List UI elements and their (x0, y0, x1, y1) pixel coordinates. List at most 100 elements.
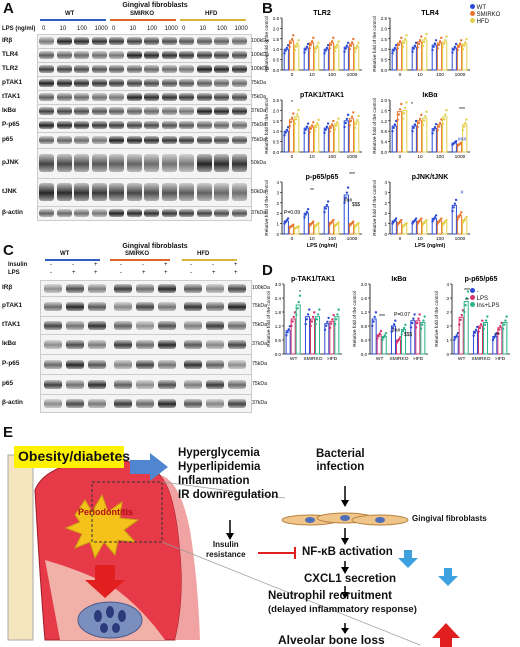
data-point (441, 122, 445, 126)
bar (294, 44, 300, 71)
blot-band (91, 121, 107, 129)
data-point (391, 130, 394, 133)
blot-band (136, 320, 154, 330)
data-point (377, 334, 380, 338)
blot-band (88, 301, 106, 311)
blot-band (56, 136, 72, 144)
data-point (418, 219, 422, 222)
bar (308, 126, 315, 153)
data-point (285, 128, 289, 132)
data-point (345, 117, 349, 121)
legend-smirko: SMIRKO (470, 11, 520, 18)
treatment-sign: + (212, 270, 216, 276)
group-smirko-bar (110, 19, 176, 21)
kda-marker: 100kDa (251, 52, 269, 58)
data-point (442, 42, 446, 46)
blot-band (109, 37, 124, 45)
panel-d-legend: - LPS Ins+LPS (470, 288, 520, 309)
data-point (343, 50, 346, 53)
data-point (491, 338, 495, 342)
blot-band (109, 65, 124, 73)
blot-band (206, 398, 224, 408)
blot-band (74, 121, 89, 129)
blot-row-label: p65 (2, 380, 14, 387)
blot-band (126, 121, 142, 129)
blot-row-label: TLR4 (2, 51, 18, 58)
group-wt-bar (40, 19, 106, 21)
blot-band (231, 209, 247, 217)
data-point (373, 315, 376, 319)
panel-c-groups: WT SMIRKO HFD (40, 251, 250, 263)
bar (411, 125, 417, 153)
blot-band (214, 107, 229, 115)
x-tick-label: WT (458, 356, 466, 362)
data-point (289, 120, 293, 124)
data-point (336, 121, 339, 124)
western-blot-c: IRβ 100kDa pTAK1 75kDa tTAK1 75kDa IκBα 37kDa P-… (0, 280, 270, 420)
data-point (479, 323, 483, 326)
blot-band (44, 301, 62, 311)
y-tick-label: 4 (446, 282, 449, 287)
group-wt-label: WT (65, 11, 75, 17)
data-point (337, 221, 340, 224)
blot-band (126, 93, 142, 101)
blot-band (196, 65, 212, 73)
y-tick-label: 0.0 (273, 68, 280, 73)
data-point (344, 121, 347, 125)
data-point (346, 113, 350, 117)
data-point (437, 220, 441, 224)
blot-band (179, 209, 194, 217)
treatment-sign: - (72, 262, 74, 268)
blot-row-label: tJNK (2, 188, 17, 195)
blot-band (126, 107, 142, 115)
y-tick-label: 1.2 (361, 310, 368, 315)
x-tick-label: 0 (291, 72, 294, 78)
data-point (326, 200, 330, 203)
data-point (303, 216, 306, 219)
data-point (437, 43, 441, 47)
blot-band (214, 183, 229, 201)
bar (295, 304, 301, 355)
data-point (477, 330, 480, 333)
y-tick-label: 2 (384, 211, 387, 216)
obesity-diabetes-text: Obesity/diabetes (18, 448, 131, 464)
bar (324, 323, 330, 355)
dose-label: 0 (112, 26, 116, 32)
blot-band (74, 65, 89, 73)
data-point (404, 106, 407, 110)
chart-title: p-TAK1/TAK1 (291, 276, 335, 283)
blot-band (39, 79, 54, 87)
bone-loss-text: Alveolar bone loss (278, 633, 385, 647)
dose-label: 10 (199, 26, 207, 32)
bar (463, 301, 469, 355)
blot-band (88, 398, 106, 408)
bar (381, 336, 387, 355)
data-point (310, 320, 314, 323)
y-tick-label: 2 (446, 324, 449, 329)
dose-label: 1000 (94, 26, 108, 32)
data-point (392, 126, 395, 130)
blot-band (196, 183, 212, 201)
data-point (453, 45, 457, 49)
bar (371, 318, 377, 355)
data-point (344, 47, 347, 50)
blot-band (144, 107, 159, 115)
blot-band (88, 339, 106, 349)
chart-title: TLR4 (421, 10, 439, 17)
blot-band (144, 209, 159, 217)
blot-band (196, 79, 212, 87)
bar (410, 320, 416, 355)
effect-hyperglycemia: Hyperglycemia (178, 447, 260, 459)
data-point (393, 46, 397, 50)
data-point (400, 333, 403, 336)
blot-band (158, 301, 176, 311)
data-point (461, 309, 465, 312)
data-point (417, 317, 420, 320)
blot-row-label: IκBα (2, 340, 16, 347)
blot-band (196, 93, 212, 101)
blot-band (109, 51, 124, 59)
y-tick-label: 0.0 (273, 150, 280, 155)
kda-marker: 37kDa (251, 108, 266, 114)
blot-band (184, 379, 202, 389)
